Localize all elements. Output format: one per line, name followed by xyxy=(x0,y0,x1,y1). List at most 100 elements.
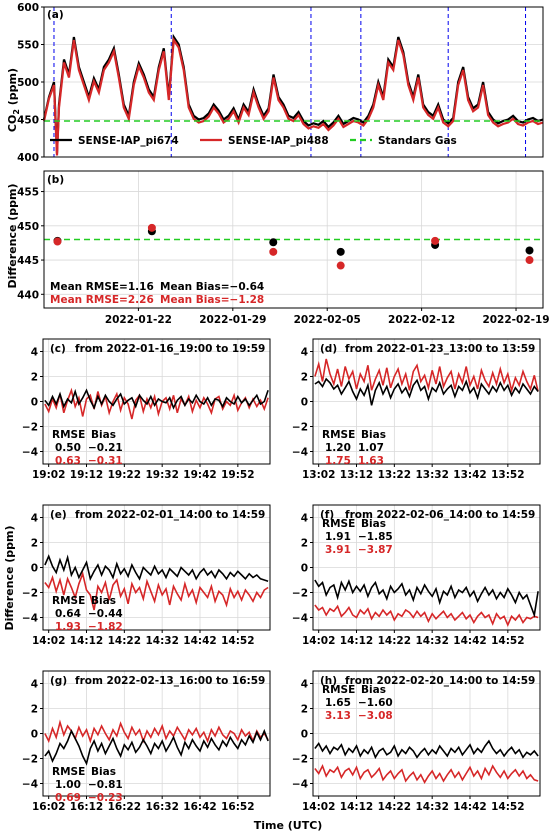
series-line-c-1 xyxy=(44,388,269,410)
panel-b: 440 445 450 455 2022-01-22 2022-01-29 2022-02-… xyxy=(17,170,550,326)
frame-a xyxy=(43,6,544,158)
xtick-label-d: 13:02 xyxy=(302,469,335,481)
stat-bias-1: −1.60 xyxy=(358,697,393,709)
series-line-g-1 xyxy=(44,728,269,766)
xtick-label-b: 2022-02-19 xyxy=(482,314,549,326)
annotation-bias-488: Mean Bias=−1.28 xyxy=(160,294,264,306)
point-b-2 xyxy=(525,256,534,265)
stat-rmse-1: 1.65 xyxy=(325,697,351,709)
ytick-label-g: −2 xyxy=(22,754,38,766)
frame-f xyxy=(312,504,541,631)
stat-rmse-2: 0.63 xyxy=(55,455,81,467)
stats-header-bias: Bias xyxy=(91,429,116,441)
ytick-label-g: 2 xyxy=(31,704,38,716)
xtick-label-e: 14:22 xyxy=(108,635,141,647)
stats-header-bias: Bias xyxy=(361,518,386,530)
frame-c xyxy=(42,338,271,465)
stat-bias-2: −3.87 xyxy=(358,544,393,556)
ytick-label-g: 4 xyxy=(31,679,38,691)
xtick-label-c: 19:02 xyxy=(32,469,65,481)
xtick-label-c: 19:12 xyxy=(70,469,103,481)
annotation-rmse-488: Mean RMSE=2.26 xyxy=(50,294,154,306)
stats-header-rmse: RMSE xyxy=(52,429,85,441)
panel-e: −4 −2 0 2 4 14:02 14:12 14:22 14:32 14:42 14:52 (e)… xyxy=(22,504,271,647)
xtick-label-f: 14:22 xyxy=(378,635,411,647)
stats-header-bias: Bias xyxy=(91,595,116,607)
stat-rmse-1: 0.50 xyxy=(55,442,81,454)
panel-label-h: (h) xyxy=(320,675,337,687)
xlabel-time: Time (UTC) xyxy=(254,819,323,832)
frame-d xyxy=(312,338,541,465)
series-line-d-1 xyxy=(314,377,539,406)
series-line-g-2 xyxy=(44,719,269,744)
panel-g: −4 −2 0 2 4 16:02 16:12 16:22 16:32 16:42 16:52 (g)… xyxy=(22,670,271,813)
panel-h: −4 −2 0 2 4 14:02 14:12 14:22 14:32 14:42 14:52 (h)… xyxy=(292,670,541,813)
ytick-label-f: −2 xyxy=(292,588,308,600)
ytick-label-d: −4 xyxy=(292,447,308,459)
xtick-label-e: 14:32 xyxy=(145,635,178,647)
series-line-a-2 xyxy=(42,36,544,156)
stat-bias-1: −0.81 xyxy=(88,779,123,791)
xtick-label-f: 14:52 xyxy=(491,635,524,647)
xtick-label-c: 19:42 xyxy=(183,469,216,481)
legend-label-3: Standars Gas xyxy=(378,135,457,147)
xtick-label-h: 14:52 xyxy=(491,801,524,813)
ytick-label-e: 2 xyxy=(31,538,38,550)
ytick-label-c: 2 xyxy=(31,372,38,384)
panel-label-d: (d) xyxy=(320,343,337,355)
stat-rmse-2: 1.75 xyxy=(325,455,351,467)
stat-bias-2: −0.31 xyxy=(88,455,123,467)
ytick-label-a: 500 xyxy=(17,77,39,89)
ytick-label-f: 0 xyxy=(301,563,308,575)
point-b-2 xyxy=(147,223,156,232)
xtick-label-c: 19:32 xyxy=(145,469,178,481)
xtick-label-g: 16:52 xyxy=(221,801,254,813)
stats-header-bias: Bias xyxy=(361,429,386,441)
ytick-label-f: 2 xyxy=(301,538,308,550)
xtick-label-c: 19:22 xyxy=(108,469,141,481)
stat-bias-1: −0.44 xyxy=(88,608,123,620)
ytick-label-b: 445 xyxy=(17,255,39,267)
ytick-label-e: −4 xyxy=(22,613,38,625)
xtick-label-b: 2022-01-22 xyxy=(105,314,172,326)
xtick-label-d: 13:22 xyxy=(378,469,411,481)
stats-header-bias: Bias xyxy=(91,766,116,778)
xtick-label-h: 14:42 xyxy=(453,801,486,813)
ytick-label-b: 440 xyxy=(17,289,39,301)
ytick-label-c: 0 xyxy=(31,397,38,409)
ytick-label-b: 455 xyxy=(17,187,39,199)
xtick-label-b: 2022-02-12 xyxy=(388,314,455,326)
stats-header-rmse: RMSE xyxy=(322,684,355,696)
xtick-label-h: 14:32 xyxy=(415,801,448,813)
xtick-label-g: 16:42 xyxy=(183,801,216,813)
frame-b xyxy=(43,170,544,309)
xtick-label-e: 14:42 xyxy=(183,635,216,647)
point-b-2 xyxy=(53,237,62,246)
xtick-label-h: 14:02 xyxy=(302,801,335,813)
stats-header-rmse: RMSE xyxy=(322,429,355,441)
ytick-label-h: 0 xyxy=(301,729,308,741)
ytick-label-g: −4 xyxy=(22,779,38,791)
series-line-e-1 xyxy=(44,554,269,583)
ytick-label-c: −2 xyxy=(22,422,38,434)
panel-title-d: from 2022-01-23_13:00 to 13:59 xyxy=(345,343,535,355)
stats-header-bias: Bias xyxy=(361,684,386,696)
point-b-1 xyxy=(336,247,345,256)
stats-header-rmse: RMSE xyxy=(322,518,355,530)
series-line-f-1 xyxy=(314,579,539,619)
series-line-h-1 xyxy=(314,739,539,760)
xtick-label-b: 2022-02-05 xyxy=(294,314,361,326)
point-b-1 xyxy=(525,246,534,255)
stat-rmse-2: 3.91 xyxy=(325,544,351,556)
ytick-label-d: −2 xyxy=(292,422,308,434)
stat-bias-1: −1.85 xyxy=(358,531,393,543)
stat-bias-1: −0.21 xyxy=(88,442,123,454)
panel-a: 400 450 500 550 600 (a) SENSE-IAP_pi674 SENSE-I… xyxy=(17,2,544,164)
panel-title-e: from 2022-02-01_14:00 to 14:59 xyxy=(75,509,265,521)
xtick-label-d: 13:12 xyxy=(340,469,373,481)
frame-g xyxy=(42,670,271,797)
stat-rmse-1: 0.64 xyxy=(55,608,81,620)
ytick-label-d: 2 xyxy=(301,372,308,384)
